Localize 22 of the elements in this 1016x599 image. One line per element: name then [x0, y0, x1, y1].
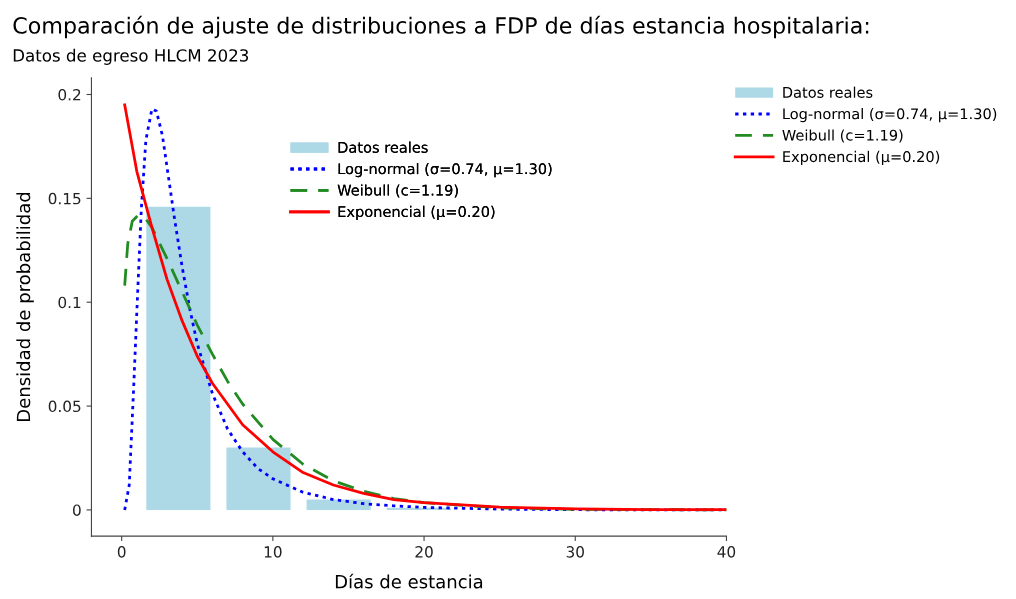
legend-label: Exponencial (μ=0.20)	[338, 205, 495, 220]
x-tick-label: 10	[264, 546, 282, 558]
chart-subtitle: Datos de egreso HLCM 2023	[13, 48, 249, 65]
chart-title: Comparación de ajuste de distribuciones a FDP de días estancia hospitalaria:	[13, 15, 869, 39]
y-tick-label: 0.05	[48, 400, 81, 413]
text: Weibull (c=1.19)	[782, 129, 903, 143]
x-axis-title: Días de estancia	[335, 573, 483, 589]
x-tick-label: 20	[415, 546, 433, 558]
y-tick-label: 0.1	[58, 296, 81, 309]
x-tick-label: 0	[117, 546, 126, 558]
x-tick-label: 30	[566, 546, 584, 558]
text: Log-normal (σ=0.74, μ=1.30)	[783, 108, 997, 123]
x-tick-label: 40	[717, 546, 736, 558]
text: Datos reales	[783, 86, 873, 98]
text: Exponencial (μ=0.20)	[783, 150, 940, 165]
y-tick-label: 0.2	[58, 88, 81, 101]
legend-label: Log-normal (σ=0.74, μ=1.30)	[338, 163, 552, 178]
y-tick-label: 0.15	[48, 192, 81, 205]
y-tick-label: 0	[73, 504, 81, 516]
legend-label: Weibull (c=1.19)	[337, 184, 458, 198]
y-axis-title: Densidad de probabilidad	[16, 192, 34, 421]
legend-label: Datos reales	[338, 141, 428, 153]
